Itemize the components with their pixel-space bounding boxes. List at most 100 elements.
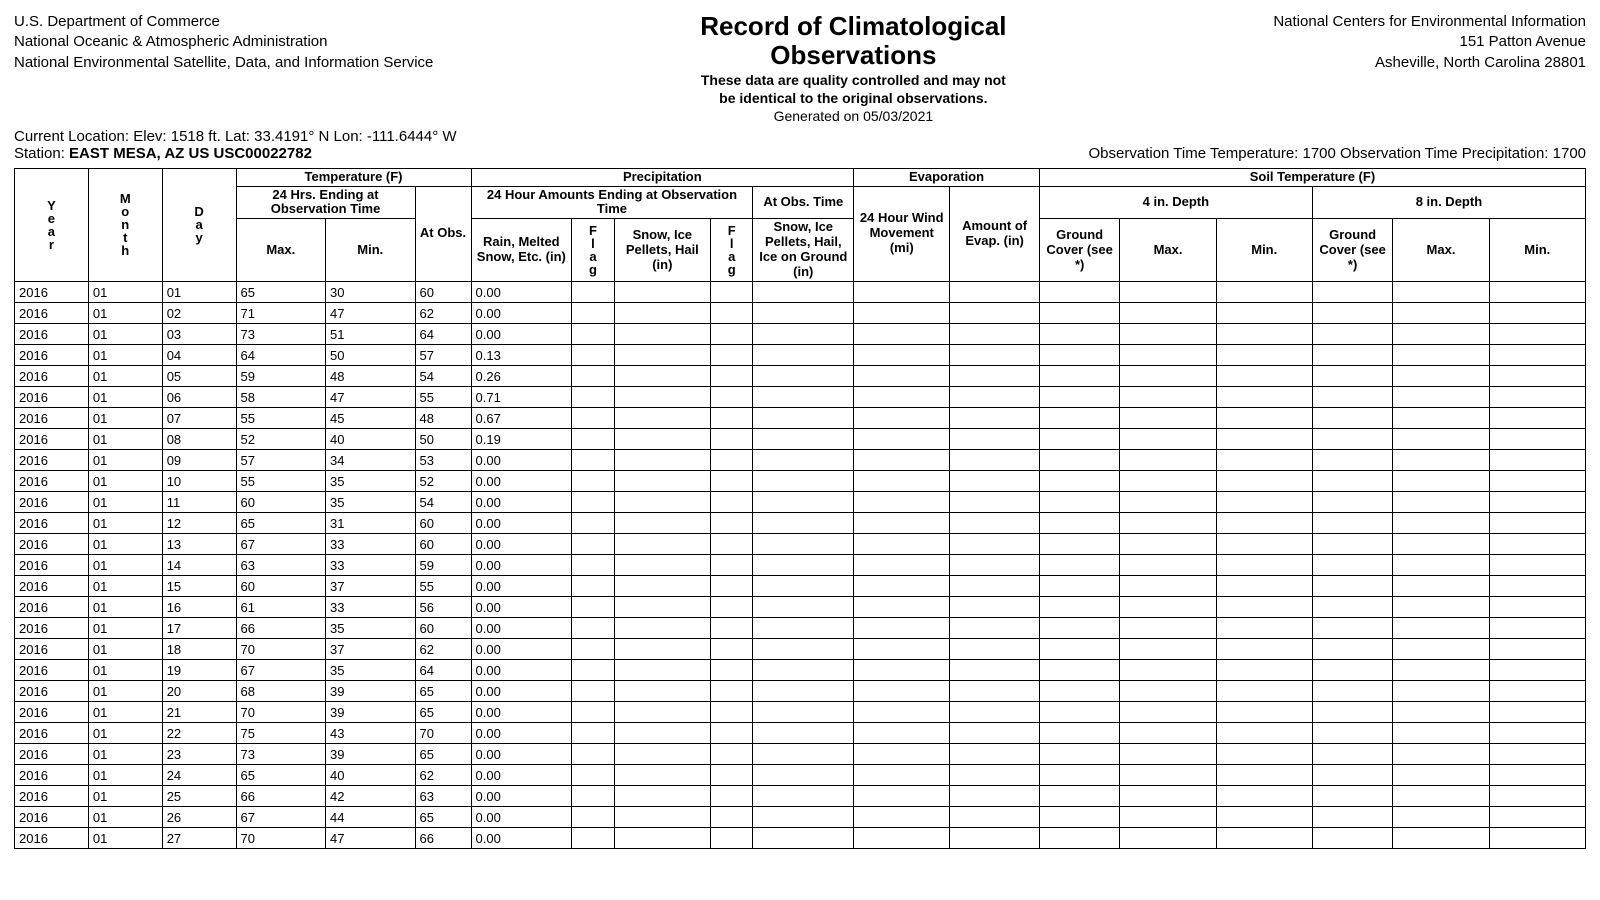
cell-d: 07 <box>162 408 236 429</box>
cell-f2 <box>710 303 753 324</box>
cell-m: 01 <box>88 534 162 555</box>
cell-d: 13 <box>162 534 236 555</box>
cell-snow <box>614 408 710 429</box>
cell-snow <box>614 513 710 534</box>
header-row2: Current Location: Elev: 1518 ft. Lat: 33… <box>14 128 1586 162</box>
cell-mn8 <box>1489 702 1585 723</box>
cell-rain: 0.13 <box>471 345 572 366</box>
cell-rain: 0.00 <box>471 450 572 471</box>
table-row: 201601126531600.00 <box>15 513 1586 534</box>
cell-min: 35 <box>326 618 416 639</box>
cell-sog <box>753 324 854 345</box>
cell-evap <box>950 492 1040 513</box>
cell-sog <box>753 576 854 597</box>
cell-d: 22 <box>162 723 236 744</box>
cell-mn8 <box>1489 366 1585 387</box>
cell-m: 01 <box>88 660 162 681</box>
cell-mn4 <box>1216 555 1312 576</box>
cell-mx8 <box>1393 471 1489 492</box>
cell-y: 2016 <box>15 282 89 303</box>
cell-evap <box>950 429 1040 450</box>
cell-obs: 50 <box>415 429 471 450</box>
cell-d: 04 <box>162 345 236 366</box>
cell-max: 60 <box>236 576 326 597</box>
cell-evap <box>950 450 1040 471</box>
addr2-line: Asheville, North Carolina 28801 <box>1273 53 1586 73</box>
cell-m: 01 <box>88 471 162 492</box>
cell-gc4 <box>1039 282 1120 303</box>
cell-f1 <box>572 408 615 429</box>
cell-y: 2016 <box>15 576 89 597</box>
cell-evap <box>950 534 1040 555</box>
cell-evap <box>950 828 1040 849</box>
cell-wind <box>854 492 950 513</box>
cell-mx8 <box>1393 576 1489 597</box>
page-title: Record of Climatological Observations <box>700 12 1006 69</box>
cell-obs: 65 <box>415 681 471 702</box>
cell-sog <box>753 429 854 450</box>
col-rain: Rain, Melted Snow, Etc. (in) <box>471 219 572 282</box>
cell-d: 14 <box>162 555 236 576</box>
cell-f2 <box>710 471 753 492</box>
cell-wind <box>854 702 950 723</box>
cell-f1 <box>572 702 615 723</box>
cell-wind <box>854 408 950 429</box>
cell-mx4 <box>1120 723 1216 744</box>
cell-mx8 <box>1393 450 1489 471</box>
cell-m: 01 <box>88 597 162 618</box>
cell-sog <box>753 282 854 303</box>
cell-y: 2016 <box>15 324 89 345</box>
cell-f2 <box>710 345 753 366</box>
quality-note: These data are quality controlled and ma… <box>700 71 1006 107</box>
cell-obs: 59 <box>415 555 471 576</box>
cell-mx8 <box>1393 702 1489 723</box>
cell-f1 <box>572 450 615 471</box>
cell-gc8 <box>1312 282 1393 303</box>
cell-f2 <box>710 324 753 345</box>
cell-gc4 <box>1039 723 1120 744</box>
cell-mn8 <box>1489 723 1585 744</box>
data-table: Year Month Day Temperature (F) Precipita… <box>14 168 1586 850</box>
cell-wind <box>854 282 950 303</box>
col-wind: 24 Hour Wind Movement (mi) <box>854 186 950 282</box>
cell-rain: 0.00 <box>471 660 572 681</box>
table-row: 201601046450570.13 <box>15 345 1586 366</box>
cell-d: 12 <box>162 513 236 534</box>
cell-evap <box>950 576 1040 597</box>
cell-min: 34 <box>326 450 416 471</box>
cell-sog <box>753 513 854 534</box>
cell-mn4 <box>1216 828 1312 849</box>
col-gc4: Ground Cover (see *) <box>1039 219 1120 282</box>
cell-m: 01 <box>88 408 162 429</box>
cell-y: 2016 <box>15 597 89 618</box>
col-sog: Snow, Ice Pellets, Hail, Ice on Ground (… <box>753 219 854 282</box>
cell-snow <box>614 765 710 786</box>
cell-min: 40 <box>326 429 416 450</box>
cell-gc8 <box>1312 429 1393 450</box>
cell-d: 03 <box>162 324 236 345</box>
cell-mx8 <box>1393 387 1489 408</box>
cell-mx4 <box>1120 492 1216 513</box>
cell-mx8 <box>1393 534 1489 555</box>
cell-d: 06 <box>162 387 236 408</box>
cell-f1 <box>572 576 615 597</box>
cell-f1 <box>572 639 615 660</box>
col-year: Year <box>15 168 89 282</box>
header-top: U.S. Department of Commerce National Oce… <box>14 12 1586 124</box>
cell-mx4 <box>1120 828 1216 849</box>
cell-f1 <box>572 555 615 576</box>
cell-y: 2016 <box>15 429 89 450</box>
cell-max: 68 <box>236 681 326 702</box>
cell-m: 01 <box>88 387 162 408</box>
cell-rain: 0.00 <box>471 597 572 618</box>
cell-mx8 <box>1393 345 1489 366</box>
cell-snow <box>614 471 710 492</box>
cell-m: 01 <box>88 723 162 744</box>
cell-mx4 <box>1120 765 1216 786</box>
cell-gc4 <box>1039 534 1120 555</box>
cell-gc4 <box>1039 513 1120 534</box>
cell-gc8 <box>1312 765 1393 786</box>
cell-wind <box>854 324 950 345</box>
cell-rain: 0.00 <box>471 786 572 807</box>
cell-d: 23 <box>162 744 236 765</box>
